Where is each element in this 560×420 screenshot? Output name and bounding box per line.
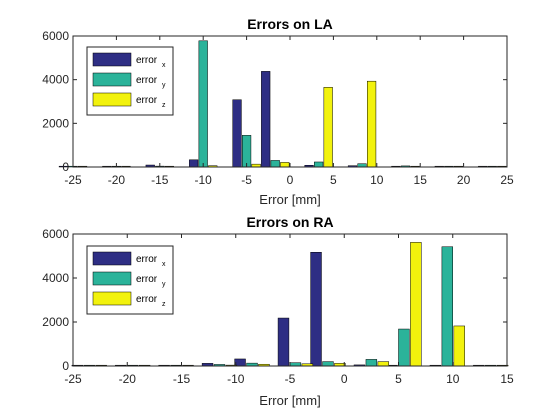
y-tick-label: 2000: [42, 116, 69, 130]
bar-error-z: [323, 87, 333, 168]
x-tick-label: 20: [457, 173, 471, 187]
bar-error-y: [398, 328, 410, 367]
x-tick-label: -15: [151, 173, 169, 187]
x-tick-label: 5: [330, 173, 337, 187]
legend-subscript-x: x: [162, 62, 166, 69]
x-tick-label: 10: [446, 372, 460, 386]
legend-subscript-y: y: [162, 281, 166, 288]
bar-error-y: [242, 135, 252, 168]
chart-title: Errors on LA: [247, 16, 333, 32]
bar-error-x: [261, 71, 271, 168]
x-tick-label: 15: [414, 173, 428, 187]
x-tick-label: 25: [500, 173, 514, 187]
y-tick-label: 2000: [42, 315, 69, 329]
bar-error-z: [453, 325, 465, 367]
x-axis-label: Error [mm]: [259, 393, 320, 408]
y-tick-label: 4000: [42, 271, 69, 285]
y-tick-label: 0: [62, 359, 69, 373]
x-tick-label: -5: [285, 372, 296, 386]
bar-error-y: [322, 361, 334, 367]
legend-label-error-z: error: [136, 95, 158, 106]
bar-error-x: [310, 252, 322, 367]
y-tick-label: 0: [62, 160, 69, 174]
bar-error-y: [441, 246, 453, 367]
bar-error-z: [367, 80, 377, 168]
bar-error-y: [270, 160, 280, 168]
y-tick-label: 4000: [42, 73, 69, 87]
bar-error-x: [189, 159, 199, 168]
x-tick-label: -5: [241, 173, 252, 187]
y-tick-label: 6000: [42, 227, 69, 241]
y-ticks: 0 2000 4000 6000: [42, 227, 507, 373]
x-tick-label: -25: [64, 173, 82, 187]
x-tick-label: -15: [173, 372, 191, 386]
x-ticks: -25 -20 -15 -10 -5 0 5 10 15: [64, 234, 514, 386]
x-axis-label: Error [mm]: [259, 192, 320, 207]
y-ticks: 0 2000 4000 6000: [42, 29, 507, 174]
bar-error-y: [365, 359, 378, 367]
legend-subscript-z: z: [162, 102, 166, 109]
legend-swatch-error-z: [92, 291, 132, 306]
legend-subscript-y: y: [162, 82, 166, 89]
x-tick-label: -25: [64, 372, 82, 386]
legend-label-error-y: error: [136, 274, 158, 285]
bar-error-z: [280, 162, 290, 168]
x-tick-label: 15: [500, 372, 514, 386]
x-tick-label: 10: [370, 173, 384, 187]
x-tick-label: 0: [341, 372, 348, 386]
legend-swatch-error-z: [92, 92, 132, 107]
bar-error-x: [232, 99, 242, 168]
x-tick-label: -10: [227, 372, 245, 386]
legend-label-error-z: error: [136, 294, 158, 305]
x-tick-label: 0: [287, 173, 294, 187]
legend-label-error-x: error: [136, 55, 158, 66]
bar-error-z: [410, 242, 422, 367]
x-tick-label: -20: [119, 372, 137, 386]
legend-subscript-z: z: [162, 301, 166, 308]
chart-title: Errors on RA: [246, 214, 333, 230]
x-tick-label: -10: [195, 173, 213, 187]
bar-error-y: [198, 40, 208, 168]
x-tick-label: -20: [108, 173, 126, 187]
plot-errors-ra: Errors on RA -25 -20 -15 -10 -5 0 5 10 15 0 2000 4…: [42, 214, 514, 408]
bar-error-y: [314, 161, 324, 168]
legend-swatch-error-x: [92, 52, 132, 67]
legend-label-error-x: error: [136, 254, 158, 265]
bar-error-x: [277, 317, 290, 367]
plot-errors-la: Errors on LA -25 -20 -15 -10 -5 0 5 10 15 20 25 0 2…: [42, 16, 514, 207]
legend-subscript-x: x: [162, 261, 166, 268]
x-tick-label: 5: [395, 372, 402, 386]
y-tick-label: 6000: [42, 29, 69, 43]
legend-swatch-error-x: [92, 251, 132, 266]
bar-error-z: [377, 361, 389, 367]
legend-swatch-error-y: [92, 72, 132, 87]
x-ticks: -25 -20 -15 -10 -5 0 5 10 15 20 25: [64, 36, 514, 187]
bar-error-x: [58, 165, 69, 168]
legend-label-error-y: error: [136, 75, 158, 86]
legend-swatch-error-y: [92, 271, 132, 286]
